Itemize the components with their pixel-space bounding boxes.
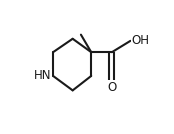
Text: HN: HN [34, 69, 51, 82]
Text: OH: OH [132, 34, 149, 47]
Text: O: O [107, 81, 117, 94]
